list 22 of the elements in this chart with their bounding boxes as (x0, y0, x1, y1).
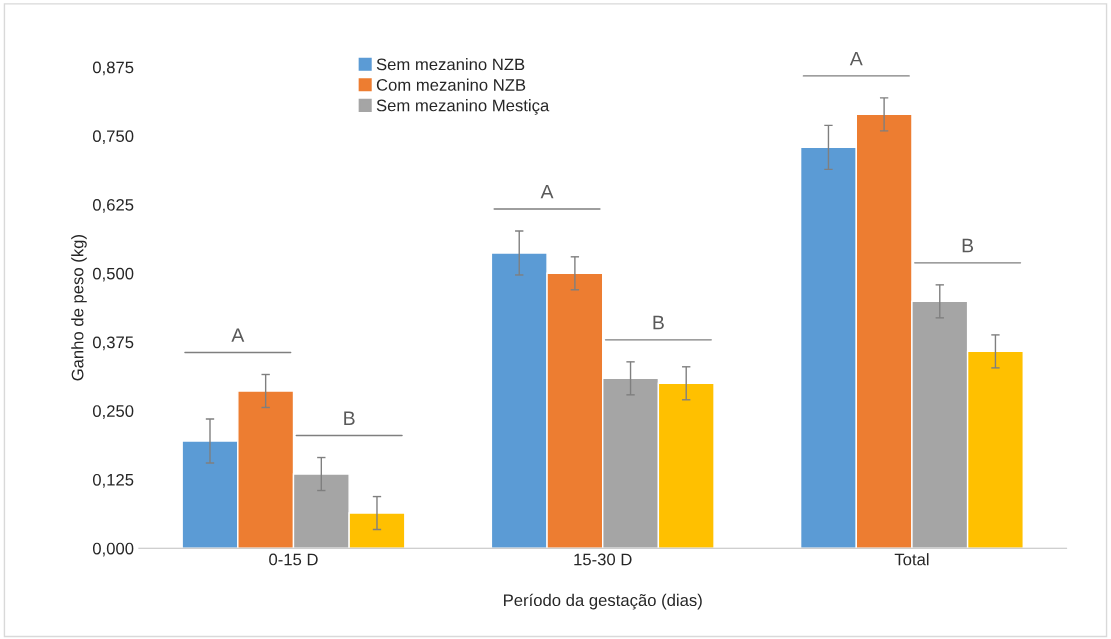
y-tick-label: 0,750 (92, 130, 134, 145)
y-tick-label: 0,875 (92, 61, 134, 76)
x-tick-label: 0-15 D (269, 553, 318, 566)
y-tick-label: 0,500 (92, 267, 134, 282)
legend-label: Sem mezanino Mestiça (376, 99, 550, 115)
y-tick-label: 0,125 (92, 473, 134, 488)
x-tick-label: 15-30 D (574, 553, 632, 566)
y-tick-label: 0,625 (92, 198, 134, 213)
x-axis-title: Período da gestação (dias) (504, 593, 702, 610)
legend-label: Com mezanino NZB (376, 78, 526, 91)
y-axis-title: Ganho de peso (kg) (71, 235, 87, 381)
y-tick-label: 0,250 (92, 405, 134, 419)
annotation: B (962, 238, 974, 253)
y-tick-label: 0,000 (92, 542, 134, 557)
text: A (849, 51, 863, 66)
annotation: A (231, 328, 245, 342)
legend-label: Sem mezanino NZB (376, 58, 525, 71)
y-tick-label: 0,375 (92, 336, 134, 351)
annotation: B (344, 411, 355, 425)
x-tick-label: Total (894, 553, 929, 566)
annotation: A (540, 184, 554, 199)
annotation: B (653, 315, 664, 330)
